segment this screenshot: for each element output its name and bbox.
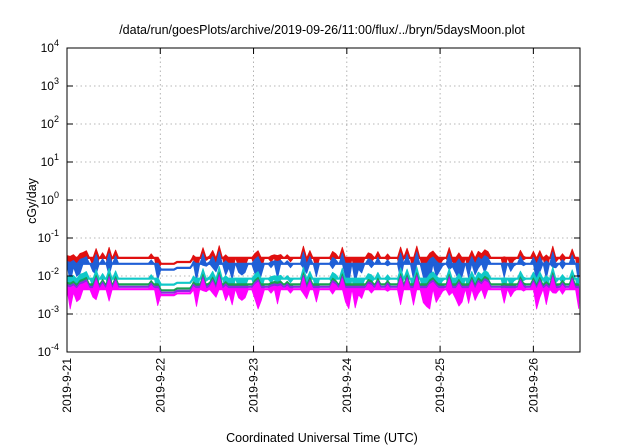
y-tick-label: 10-4	[38, 342, 59, 359]
y-tick-label: 103	[41, 76, 59, 93]
y-tick-label: 104	[41, 38, 59, 55]
series-line	[67, 277, 579, 286]
y-tick-label: 10-2	[38, 266, 59, 283]
x-tick-label: 2019-9-23	[247, 358, 261, 413]
x-tick-label: 2019-9-24	[340, 358, 354, 413]
x-tick-label: 2019-9-25	[433, 358, 447, 413]
plot-area	[66, 245, 580, 310]
x-tick-label: 2019-9-22	[153, 358, 167, 413]
chart-title: /data/run/goesPlots/archive/2019-09-26/1…	[119, 23, 525, 37]
series-line	[67, 262, 579, 271]
x-tick-labels: 2019-9-21 2019-9-22 2019-9-23 2019-9-24 2019…	[60, 358, 540, 413]
y-tick-labels: 10-4 10-3 10-2 10-1 100 101 102 103 104	[38, 38, 59, 359]
plot-border	[66, 47, 581, 353]
x-tick-label: 2019-9-26	[526, 358, 540, 413]
series-line	[67, 256, 579, 265]
plot-frame	[66, 47, 581, 353]
y-tick-label: 102	[41, 114, 59, 131]
y-tick-label: 10-1	[38, 228, 59, 245]
x-tick-label: 2019-9-21	[60, 358, 74, 413]
y-axis-label: cGy/day	[25, 177, 39, 224]
grid	[67, 48, 580, 352]
x-axis-label: Coordinated Universal Time (UTC)	[226, 431, 418, 445]
y-tick-label: 101	[41, 152, 59, 169]
series-line	[67, 288, 579, 297]
y-tick-label: 10-3	[38, 304, 59, 321]
y-tick-label: 100	[41, 190, 59, 207]
series-area	[66, 245, 580, 279]
